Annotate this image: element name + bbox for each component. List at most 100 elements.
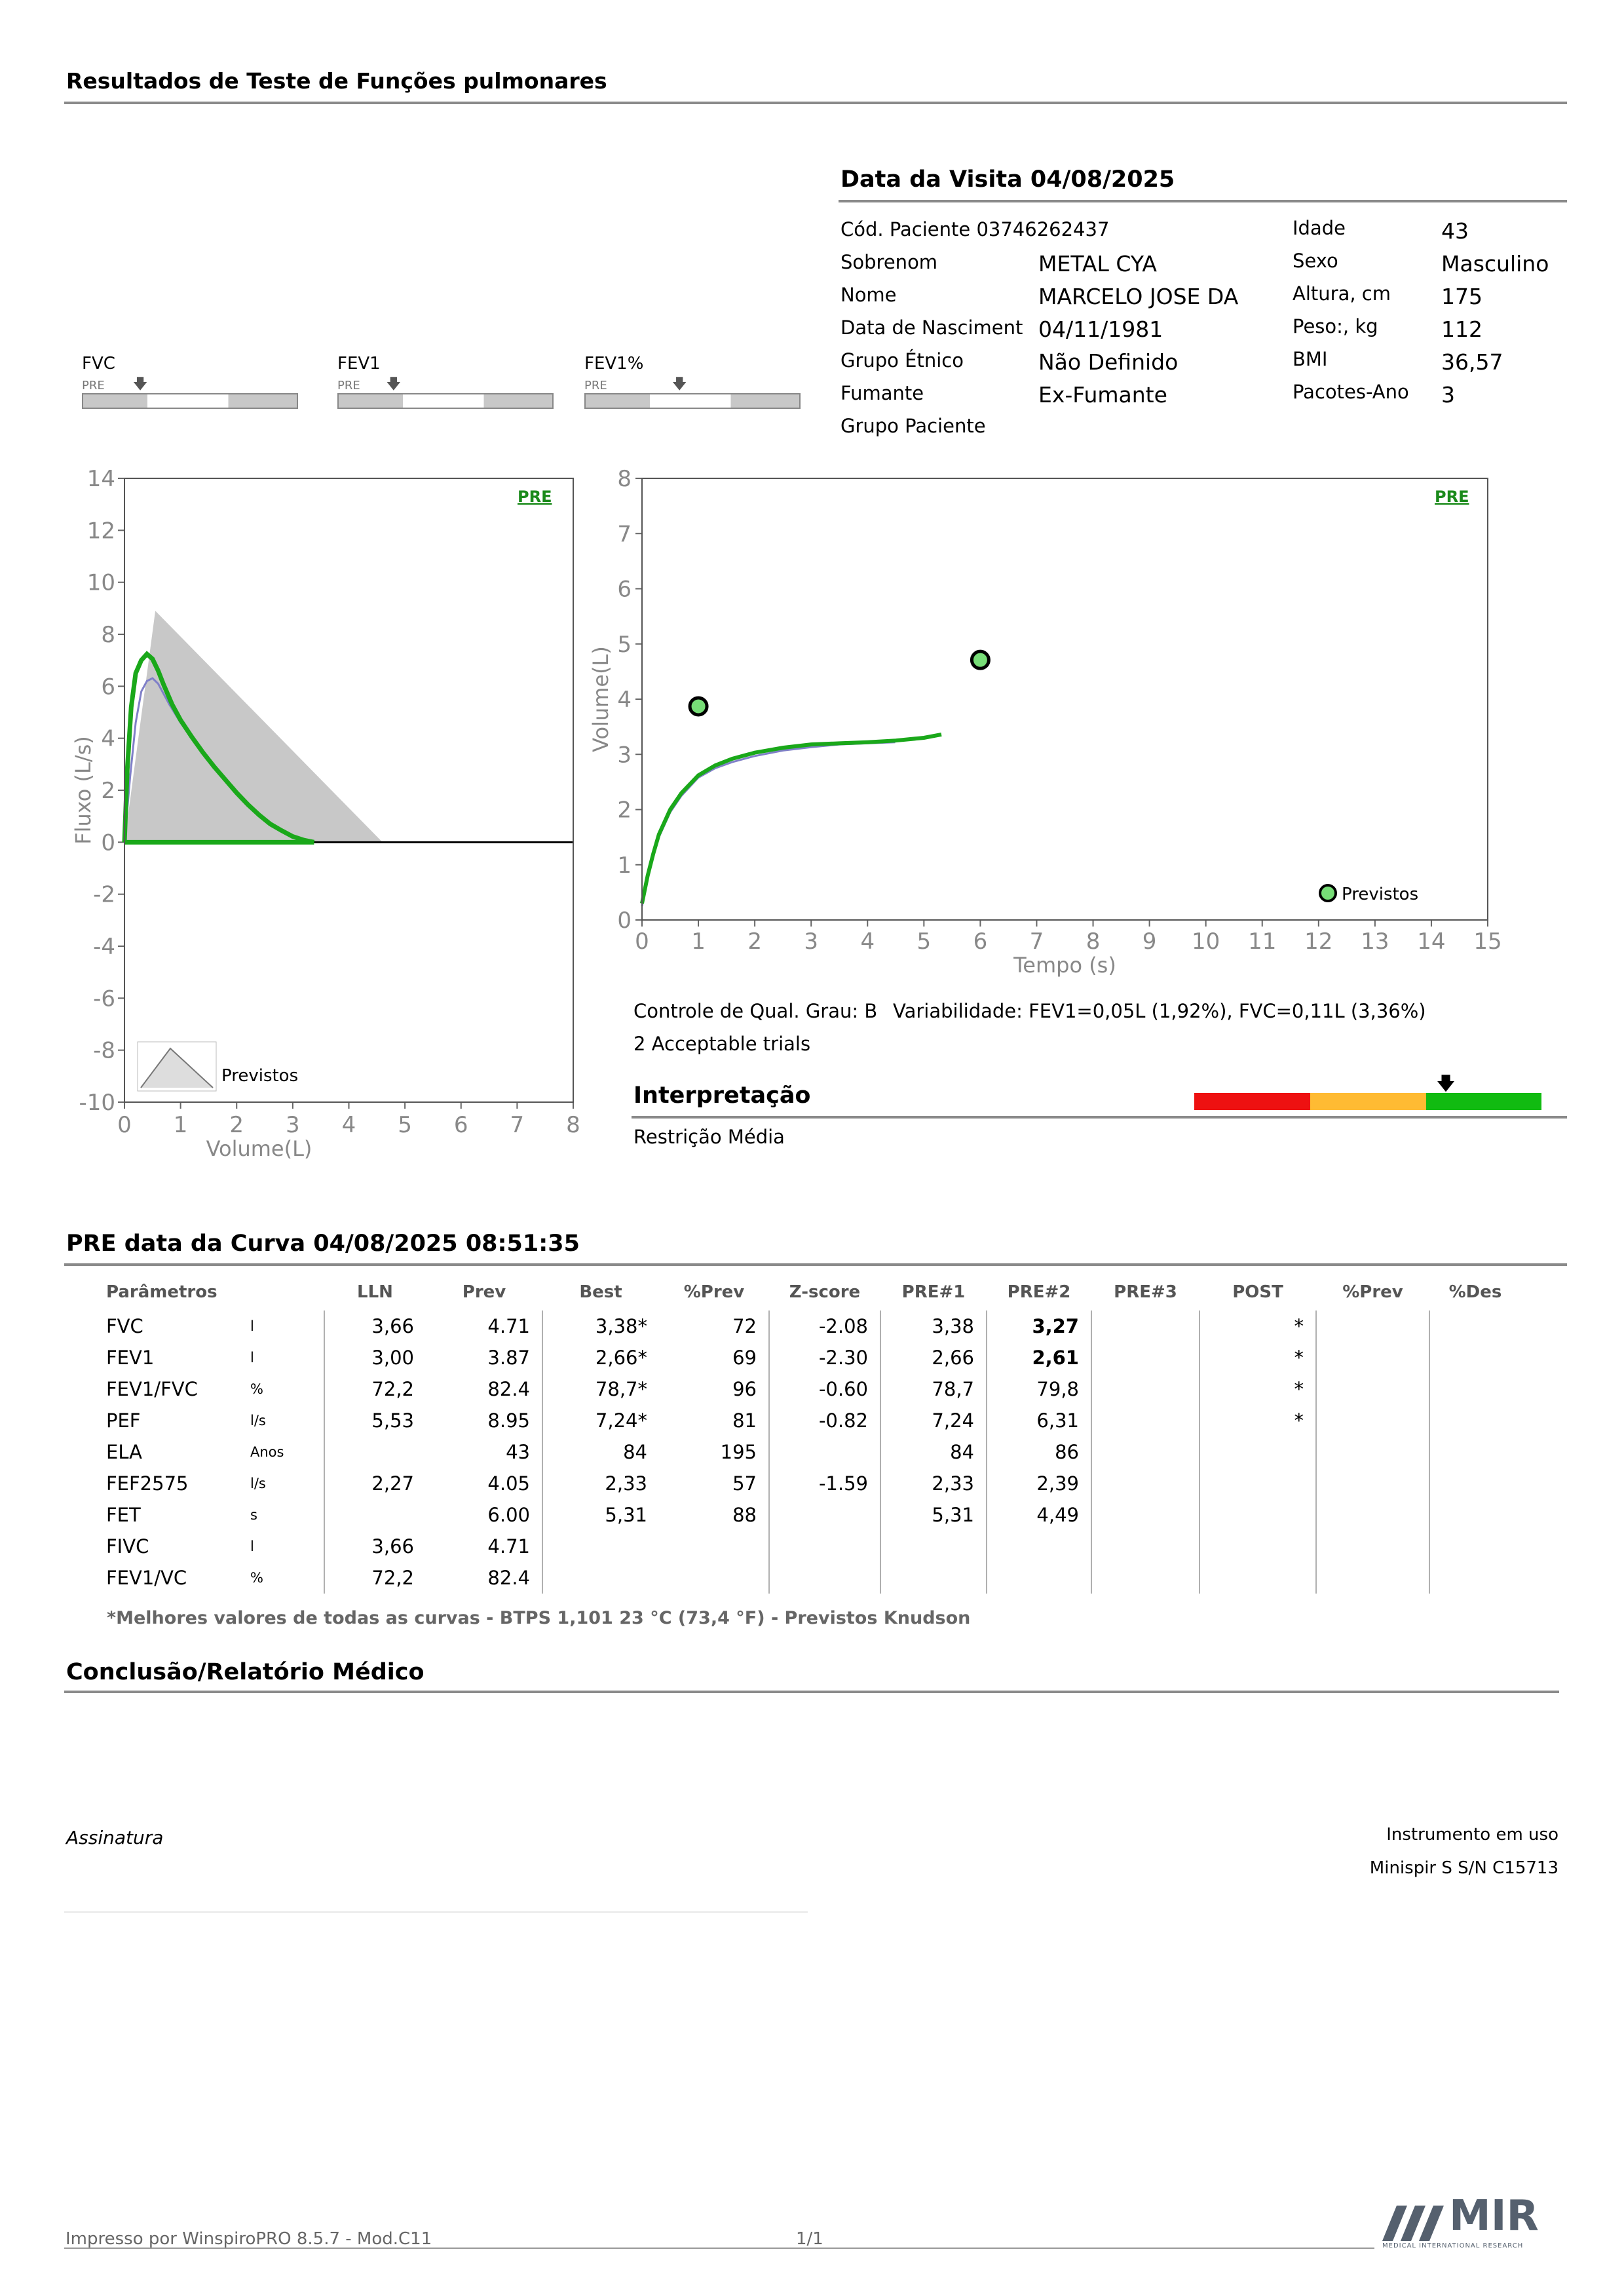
height-label: Altura, cm (1293, 282, 1391, 305)
table-cell (1315, 1499, 1429, 1531)
parameter-name: PEF (106, 1409, 141, 1432)
table-cell (1315, 1562, 1429, 1594)
table-cell: 88 (732, 1504, 757, 1526)
pack-years-value: 3 (1441, 382, 1455, 408)
table-cell (1429, 1531, 1521, 1562)
y-tick-label: 5 (617, 632, 632, 658)
table-cell: 6,31 (986, 1405, 1091, 1436)
y-axis-label: Fluxo (L/s) (71, 736, 96, 845)
table-cell (1429, 1405, 1521, 1436)
x-tick-label: 3 (804, 928, 818, 955)
parameter-unit: l (250, 1318, 254, 1334)
table-cell: -2.30 (768, 1342, 880, 1373)
column-header: LLN (357, 1282, 393, 1302)
table-cell: 5,31 (542, 1499, 659, 1531)
column-header: PRE#3 (1114, 1282, 1177, 1302)
flow-volume-series (122, 651, 315, 845)
y-tick-label: -2 (93, 882, 115, 908)
pre-tag: PRE (518, 488, 552, 506)
table-cell (1091, 1531, 1199, 1562)
table-row: FEV1 l 3,00 3.87 2,66* 69 -2.30 2,66 2,61 * (92, 1342, 1521, 1373)
legend-predicted-icon (140, 1047, 214, 1088)
scale-normal (1426, 1093, 1541, 1110)
x-tick-label: 13 (1361, 928, 1389, 955)
x-axis-label: Volume(L) (206, 1136, 312, 1161)
x-tick-label: 8 (1086, 928, 1101, 955)
table-cell: 2,33 (542, 1468, 659, 1499)
table-cell: 78,7 (880, 1373, 987, 1405)
table-cell: * (1199, 1373, 1316, 1405)
table-cell: 84 (880, 1436, 987, 1468)
y-tick-label: -6 (93, 985, 115, 1012)
table-cell: 81 (732, 1409, 757, 1432)
table-row: FVC l 3,66 4.71 3,38* 72 -2.08 3,38 3,27 * (92, 1311, 1521, 1342)
table-row: FEV1/FVC% 72,2 82.4 78,7* 96 -0.60 78,7 79,8 * (92, 1373, 1521, 1405)
bmi-label: BMI (1293, 348, 1328, 370)
parameter-unit: % (250, 1570, 263, 1586)
x-tick-label: 4 (860, 928, 875, 955)
table-cell: 195 (720, 1441, 757, 1463)
arrow-down-icon: 🡇 (671, 376, 687, 392)
patient-code: Cód. Paciente 03746262437 (840, 218, 1110, 240)
signature-line (64, 1911, 808, 1913)
indicator-pre: PRE (337, 379, 360, 392)
y-tick-label: 2 (617, 797, 632, 824)
y-tick-label: 2 (101, 778, 115, 804)
printed-by: Impresso por WinspiroPRO 8.5.7 - Mod.C11 (66, 2229, 432, 2249)
parameter-unit: % (250, 1381, 263, 1397)
y-axis-label: Volume(L) (590, 646, 613, 752)
table-cell (1315, 1436, 1429, 1468)
table-cell: 6.00 (487, 1504, 530, 1526)
footer-divider (64, 2248, 1374, 2249)
column-header: Best (579, 1282, 622, 1302)
curve-title: PRE data da Curva 04/08/2025 08:51:35 (66, 1231, 580, 1257)
indicator-bar (584, 393, 801, 409)
column-header: Prev (462, 1282, 506, 1302)
arrow-down-icon: 🡇 (132, 376, 148, 392)
table-cell: 7,24 (880, 1405, 987, 1436)
table-cell (986, 1531, 1091, 1562)
table-row: FIVC l 3,66 4.71 (92, 1531, 1521, 1562)
age-label: Idade (1293, 217, 1346, 239)
table-cell (1429, 1373, 1521, 1405)
visit-title: Data da Visita 04/08/2025 (840, 166, 1175, 193)
table-cell (1199, 1531, 1316, 1562)
x-tick-label: 7 (1030, 928, 1044, 955)
patient-group-label: Grupo Paciente (840, 415, 986, 437)
x-tick-label: 4 (342, 1112, 356, 1138)
column-header: Z-score (789, 1282, 861, 1302)
curve-divider (64, 1263, 1567, 1266)
table-cell: 43 (506, 1441, 530, 1463)
predicted-point (688, 696, 709, 717)
y-tick-label: 4 (617, 687, 632, 713)
table-cell: -1.59 (768, 1468, 880, 1499)
table-cell (542, 1531, 659, 1562)
x-tick-label: 5 (917, 928, 932, 955)
flow-volume-legend: Previstos (137, 1041, 298, 1092)
conclusion-title: Conclusão/Relatório Médico (66, 1659, 425, 1685)
table-cell (1199, 1436, 1316, 1468)
weight-label: Peso:, kg (1293, 315, 1378, 337)
table-cell (1091, 1342, 1199, 1373)
y-tick-label: 6 (617, 577, 632, 603)
name-label: Nome (840, 284, 897, 306)
table-cell: 2,61 (986, 1342, 1091, 1373)
table-cell: 82.4 (487, 1378, 530, 1400)
column-header (250, 1274, 324, 1311)
signature-label: Assinatura (66, 1827, 164, 1848)
predicted-points (688, 649, 991, 717)
y-tick-label: 0 (617, 908, 632, 934)
parameter-unit: l (250, 1350, 254, 1366)
indicator-label: FVC (82, 354, 115, 373)
y-tick-label: 14 (87, 466, 115, 492)
table-cell (880, 1531, 987, 1562)
table-cell (1315, 1373, 1429, 1405)
table-row: FET s 6.00 5,31 88 5,31 4,49 (92, 1499, 1521, 1531)
surname-value: METAL CYA (1038, 251, 1158, 277)
table-cell: 84 (542, 1436, 659, 1468)
acceptable-trials: 2 Acceptable trials (633, 1033, 811, 1055)
parameter-name: FVC (106, 1315, 143, 1337)
table-cell: * (1199, 1342, 1316, 1373)
